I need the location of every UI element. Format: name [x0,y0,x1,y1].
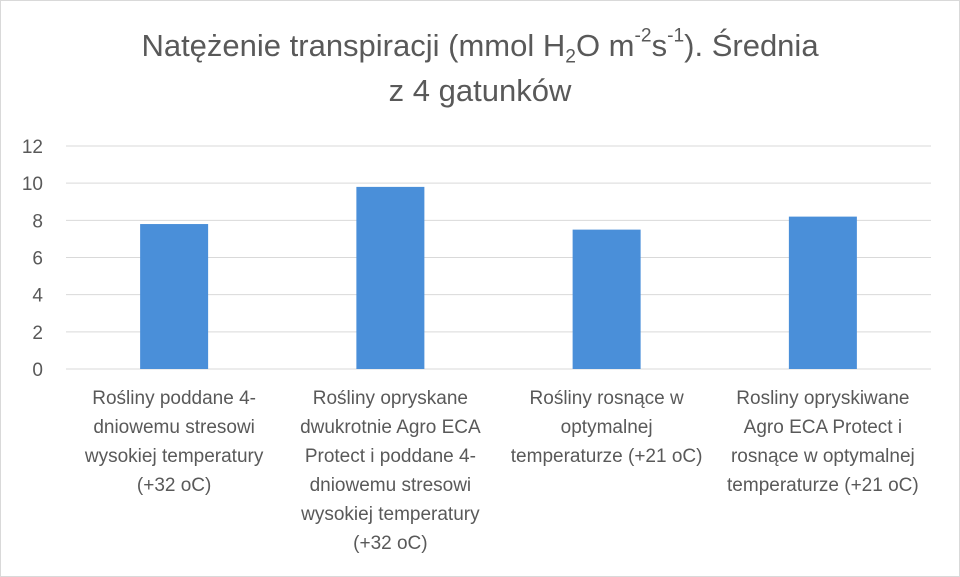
x-category-label-line: Agro ECA Protect i [743,417,903,438]
bar [788,216,857,369]
chart-title-line-2: z 4 gatunków [388,73,572,108]
title-subscript: 2 [565,46,576,68]
chart-title: Natężenie transpiracji (mmol H2O m-2s-1)… [1,23,959,113]
y-tick-label: 4 [32,286,43,307]
x-category-label-line: temperaturze (+21 oC) [510,446,703,467]
y-tick-label: 2 [32,323,43,344]
x-category-label-line: wysokiej temperatury [301,504,480,525]
x-category-label-line: (+32 oC) [136,475,212,496]
chart-title-line-1: Natężenie transpiracji (mmol H2O m-2s-1)… [1,23,959,68]
y-tick-label: 12 [22,137,43,158]
title-text-part: s [651,28,668,63]
x-category-label-line: Rośliny opryskane [312,388,468,409]
x-category-label-line: wysokiej temperatury [84,446,264,467]
y-tick-label: 6 [32,249,43,270]
x-category-label-line: Rosliny opryskiwane [736,388,910,409]
x-category-label-line: Rośliny rosnące w [529,388,684,409]
x-category-label: Rośliny poddane 4- dniowemu stresowi wysok… [65,384,283,500]
bar [140,224,209,369]
x-category-label-line: temperaturze (+21 oC) [727,475,919,496]
x-category-label-line: Protect i poddane 4- [304,446,476,467]
x-category-label-line: optymalnej [560,417,653,438]
title-text-part: ). Średnia [684,28,819,63]
x-category-label-line: dwukrotnie Agro ECA [300,417,481,438]
y-tick-label: 10 [22,174,43,195]
x-category-label: Rośliny opryskane dwukrotnie Agro ECA Prot… [281,384,499,558]
title-superscript: -2 [634,25,652,47]
x-category-label-line: Rośliny poddane 4- [92,388,256,409]
x-category-label-line: (+32 oC) [353,533,428,554]
bar [572,229,641,369]
bar [356,186,425,369]
title-superscript: -1 [667,25,685,47]
x-category-label-line: dniowemu stresowi [309,475,472,496]
x-category-label: Rośliny rosnące w optymalnej temperaturze … [498,384,716,471]
x-category-label-line: rosnące w optymalnej [730,446,915,467]
title-text-part: O m [575,28,635,63]
x-category-label: Rosliny opryskiwane Agro ECA Protect i ros… [714,384,932,500]
y-tick-label: 8 [32,211,43,232]
y-tick-label: 0 [32,360,43,381]
title-text-part: Natężenie transpiracji (mmol H [141,28,566,63]
x-category-label-line: dniowemu stresowi [93,417,255,438]
